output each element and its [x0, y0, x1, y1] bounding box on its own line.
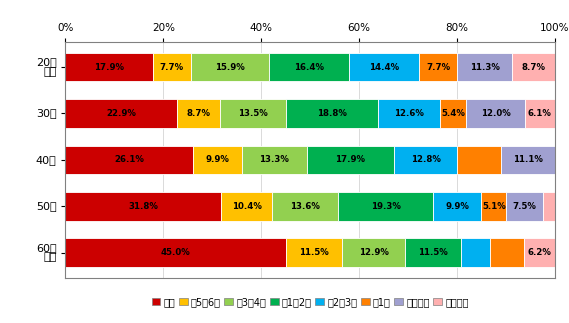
Bar [394, 145, 457, 174]
Bar [457, 145, 501, 174]
Bar [191, 53, 269, 81]
Bar [506, 192, 543, 221]
Text: 6.1%: 6.1% [528, 109, 552, 118]
Bar [65, 53, 153, 81]
Bar [65, 192, 221, 221]
Text: 16.4%: 16.4% [294, 63, 324, 72]
Text: 12.9%: 12.9% [358, 248, 389, 257]
Bar [490, 238, 525, 267]
Text: 26.1%: 26.1% [114, 155, 144, 164]
Text: 14.4%: 14.4% [369, 63, 399, 72]
Bar [378, 99, 440, 128]
Bar [481, 192, 506, 221]
Bar [525, 99, 555, 128]
Text: 12.0%: 12.0% [481, 109, 510, 118]
Text: 5.1%: 5.1% [482, 202, 506, 211]
Bar [221, 192, 272, 221]
Text: 8.7%: 8.7% [522, 63, 546, 72]
Bar [220, 99, 286, 128]
Text: 7.5%: 7.5% [513, 202, 537, 211]
Text: 45.0%: 45.0% [160, 248, 191, 257]
Bar [466, 99, 525, 128]
Text: 6.2%: 6.2% [527, 248, 551, 257]
Text: 11.5%: 11.5% [299, 248, 329, 257]
Text: 10.4%: 10.4% [232, 202, 261, 211]
Text: 13.3%: 13.3% [259, 155, 289, 164]
Text: 17.9%: 17.9% [336, 155, 365, 164]
Bar [307, 145, 394, 174]
Bar [339, 192, 433, 221]
Text: 18.8%: 18.8% [317, 109, 347, 118]
Text: 15.9%: 15.9% [215, 63, 245, 72]
Bar [65, 238, 286, 267]
Bar [419, 53, 457, 81]
Text: 11.5%: 11.5% [418, 248, 448, 257]
Bar [178, 99, 220, 128]
Bar [286, 99, 378, 128]
Text: 13.5%: 13.5% [238, 109, 268, 118]
Bar [433, 192, 481, 221]
Legend: 毎日, 週5～6日, 週3～4日, 週1～2日, 月2～3日, 月1日, それ以下, 食べない: 毎日, 週5～6日, 週3～4日, 週1～2日, 月2～3日, 月1日, それ以… [151, 297, 469, 307]
Bar [153, 53, 191, 81]
Text: 9.9%: 9.9% [205, 155, 229, 164]
Text: 12.8%: 12.8% [411, 155, 440, 164]
Bar [525, 238, 555, 267]
Bar [501, 145, 555, 174]
Text: 12.6%: 12.6% [394, 109, 424, 118]
Bar [512, 53, 555, 81]
Bar [242, 145, 307, 174]
Bar [269, 53, 349, 81]
Text: 7.7%: 7.7% [426, 63, 450, 72]
Text: 8.7%: 8.7% [187, 109, 211, 118]
Bar [286, 238, 342, 267]
Text: 11.1%: 11.1% [513, 155, 543, 164]
Bar [440, 99, 466, 128]
Text: 11.3%: 11.3% [469, 63, 500, 72]
Bar [65, 145, 193, 174]
Bar [272, 192, 339, 221]
Text: 13.6%: 13.6% [290, 202, 320, 211]
Text: 22.9%: 22.9% [106, 109, 137, 118]
Bar [457, 53, 512, 81]
Text: 31.8%: 31.8% [128, 202, 158, 211]
Bar [461, 238, 490, 267]
Bar [342, 238, 405, 267]
Text: 5.4%: 5.4% [441, 109, 465, 118]
Bar [193, 145, 242, 174]
Bar [543, 192, 555, 221]
Text: 19.3%: 19.3% [371, 202, 401, 211]
Text: 9.9%: 9.9% [445, 202, 469, 211]
Bar [65, 99, 178, 128]
Text: 7.7%: 7.7% [160, 63, 184, 72]
Text: 17.9%: 17.9% [94, 63, 124, 72]
Bar [349, 53, 419, 81]
Bar [405, 238, 461, 267]
